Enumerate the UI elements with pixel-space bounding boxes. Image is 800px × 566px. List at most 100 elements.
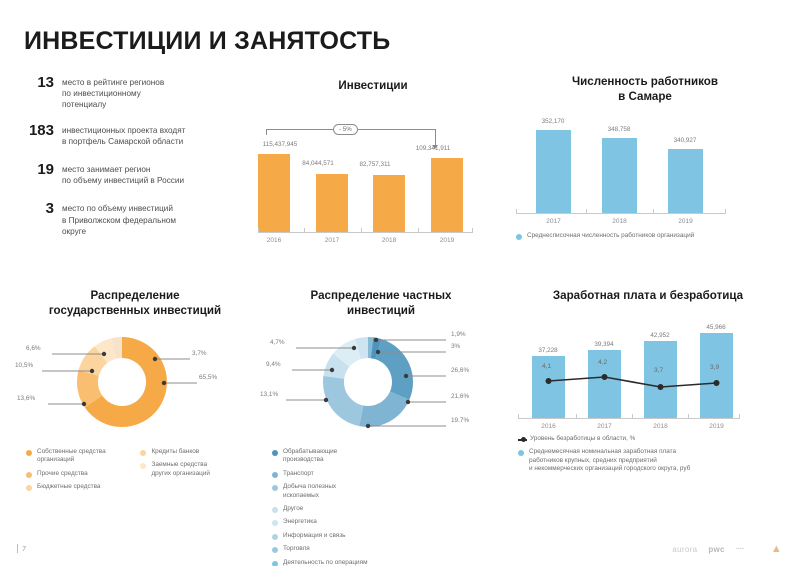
bar-category: 2017 xyxy=(597,423,612,430)
slice-percent: 65,5% xyxy=(199,374,218,381)
x-axis xyxy=(518,418,740,419)
bar-2018 xyxy=(373,175,405,232)
legend-item[interactable]: Заемные средства других организаций xyxy=(140,461,250,478)
legend-item[interactable]: Среднемесячная номинальная заработная пл… xyxy=(518,448,788,473)
line-value: 4,2 xyxy=(598,359,608,366)
chart-title-salary-unemployment: Заработная плата и безработица xyxy=(552,289,744,302)
slice-percent: 10,5% xyxy=(15,362,34,369)
bar-category: 2019 xyxy=(678,218,693,225)
legend-column: Кредиты банков Заемные средства других о… xyxy=(140,448,250,483)
slice-percent: 26,6% xyxy=(451,367,470,374)
axis-tick xyxy=(418,228,419,233)
salary-plot: 37,228 2016 39,394 2017 42,952 2018 45,9… xyxy=(518,319,768,430)
logo-aurora: aurora xyxy=(672,544,698,554)
donut-svg-state xyxy=(42,336,197,427)
axis-tick xyxy=(739,414,740,419)
legend-item[interactable]: Собственные средства организаций xyxy=(26,448,136,465)
bar-category: 2019 xyxy=(439,237,455,244)
legend-private-investments: Обрабатывающие производства Транспорт До… xyxy=(272,448,504,566)
axis-tick xyxy=(361,228,362,233)
legend-dot-icon xyxy=(140,463,147,470)
chart-panel-employees: Численность работников в Самаре 352,170 … xyxy=(510,74,780,245)
legend-dot-icon xyxy=(272,533,278,540)
legend-dot-icon xyxy=(272,450,278,456)
legend-label: Уровень безработицы в области, % xyxy=(530,435,636,442)
legend-item[interactable]: Обрабатывающие производства xyxy=(272,448,376,465)
legend-item[interactable]: Среднесписочная численность работников о… xyxy=(516,232,780,240)
x-axis xyxy=(516,213,726,214)
donut-leader-dots xyxy=(323,337,411,429)
kpi-item: 183 инвестиционных проекта входят в порт… xyxy=(20,121,240,147)
bar-category: 2018 xyxy=(381,237,397,244)
legend-item[interactable]: Информация и связь xyxy=(272,532,402,540)
legend-item[interactable]: Деятельность по операциям с недвижимым и… xyxy=(272,559,402,566)
bar-value: 84,044,571 xyxy=(302,160,334,167)
donut-leader-lines xyxy=(42,353,197,405)
legend-label: Прочие средства xyxy=(37,469,88,477)
slice-percent: 21,6% xyxy=(451,393,470,400)
legend-salary-unemployment: Уровень безработицы в области, % Среднем… xyxy=(518,435,788,474)
annotation-arrow-icon xyxy=(432,145,438,149)
legend-item[interactable]: Бюджетные средства xyxy=(26,483,136,492)
legend-dot-icon xyxy=(140,450,147,456)
axis-tick xyxy=(472,228,473,233)
legend-state-investments: Собственные средства организаций Прочие … xyxy=(26,448,258,497)
logo-mark: ▲ xyxy=(770,543,782,555)
legend-item[interactable]: Торговля xyxy=(272,545,402,554)
bar-category: 2017 xyxy=(546,218,561,225)
legend-label: Обрабатывающие производства xyxy=(283,448,338,464)
page-number: 7 xyxy=(16,544,27,553)
axis-tick xyxy=(258,228,259,233)
chart-title-state-investments: Распределение государственных инвестиций xyxy=(48,289,222,317)
legend-column: Собственные средства организаций Прочие … xyxy=(26,448,136,497)
footer-logos: aurora pwc ▪▪▪▪ ▲ xyxy=(672,543,782,555)
legend-label: Энергетика xyxy=(283,518,317,526)
bar-value: 45,966 xyxy=(706,324,726,331)
page-title: ИНВЕСТИЦИИ И ЗАНЯТОСТЬ xyxy=(24,27,391,55)
legend-dot-icon xyxy=(272,485,278,492)
legend-item[interactable]: Добыча полезных ископаемых xyxy=(272,483,376,500)
bar-value: 348,758 xyxy=(607,126,631,133)
legend-item[interactable]: Кредиты банков xyxy=(140,448,250,456)
bar-2017 xyxy=(536,130,571,213)
chart-panel-investments: Инвестиции - 5% 115,437,945 2016 84,044,… xyxy=(258,78,488,244)
kpi-item: 19 место занимает регион по объему инвес… xyxy=(20,161,240,186)
slice-percent: 9,4% xyxy=(266,361,281,368)
bar-category: 2016 xyxy=(266,237,282,244)
legend-item[interactable]: Энергетика xyxy=(272,518,402,527)
kpi-number: 183 xyxy=(28,121,54,139)
kpi-label: место в рейтинге регионов по инвестицион… xyxy=(62,78,165,110)
axis-tick xyxy=(576,414,577,419)
legend-item[interactable]: Прочие средства xyxy=(26,470,136,478)
bar-value: 82,757,311 xyxy=(359,161,391,168)
kpi-number: 19 xyxy=(37,161,54,179)
x-axis xyxy=(258,232,473,233)
bar-value: 39,394 xyxy=(594,341,614,348)
chart-panel-private-investments: Распределение частных инвестиций xyxy=(258,288,504,566)
legend-dot-icon xyxy=(26,485,32,492)
bar-2017 xyxy=(588,350,621,418)
legend-item[interactable]: Транспорт xyxy=(272,470,376,478)
bar-category: 2018 xyxy=(653,423,668,430)
legend-line-marker-icon xyxy=(518,437,527,442)
logo-pwc: pwc xyxy=(708,544,725,554)
legend-item[interactable]: Другое xyxy=(272,505,376,514)
slice-percent: 1,9% xyxy=(451,331,466,338)
donut-svg-private xyxy=(286,336,446,429)
legend-item[interactable]: Уровень безработицы в области, % xyxy=(518,435,788,443)
axis-tick xyxy=(632,414,633,419)
kpi-label: инвестиционных проекта входят в портфель… xyxy=(62,125,186,146)
bar-value: 115,437,945 xyxy=(262,141,298,148)
legend-label: Среднемесячная номинальная заработная пл… xyxy=(529,448,691,473)
slice-percent: 3,7% xyxy=(192,350,207,357)
bar-category: 2019 xyxy=(709,423,724,430)
chart-panel-salary-unemployment: Заработная плата и безработица 37,228 20… xyxy=(508,288,788,479)
legend-employees: Среднесписочная численность работников о… xyxy=(516,232,780,240)
employees-plot: 352,170 2017 348,758 2018 340,927 2019 xyxy=(516,118,761,225)
bar-2016 xyxy=(532,356,565,418)
private-investments-donut: 1,9% 3% 26,6% 21,6% 19,7% 13,1% 9,4% 4,7… xyxy=(258,326,504,438)
bar-2019 xyxy=(700,333,733,418)
kpi-number: 13 xyxy=(37,74,54,91)
chart-title-employees: Численность работников в Самаре xyxy=(572,75,718,103)
donut-leader-dots xyxy=(81,351,167,407)
